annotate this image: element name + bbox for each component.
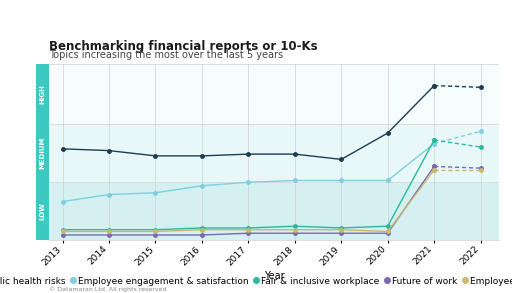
Text: Benchmarking financial reports or 10-Ks: Benchmarking financial reports or 10-Ks bbox=[49, 40, 317, 53]
Bar bbox=[49, 124, 499, 182]
Text: Topics increasing the most over the last 5 years: Topics increasing the most over the last… bbox=[49, 50, 283, 60]
X-axis label: Year: Year bbox=[264, 271, 284, 281]
FancyBboxPatch shape bbox=[36, 124, 49, 182]
Bar bbox=[49, 182, 499, 240]
Legend: Public health risks, Employee engagement & satisfaction, Fair & inclusive workpl: Public health risks, Employee engagement… bbox=[0, 277, 512, 286]
Text: © Datamaran Ltd. All rights reserved: © Datamaran Ltd. All rights reserved bbox=[49, 286, 166, 292]
Text: HIGH: HIGH bbox=[39, 84, 45, 104]
Bar bbox=[49, 64, 499, 124]
FancyBboxPatch shape bbox=[36, 182, 49, 240]
FancyBboxPatch shape bbox=[36, 64, 49, 124]
Text: MEDIUM: MEDIUM bbox=[39, 137, 45, 169]
Text: LOW: LOW bbox=[39, 202, 45, 220]
